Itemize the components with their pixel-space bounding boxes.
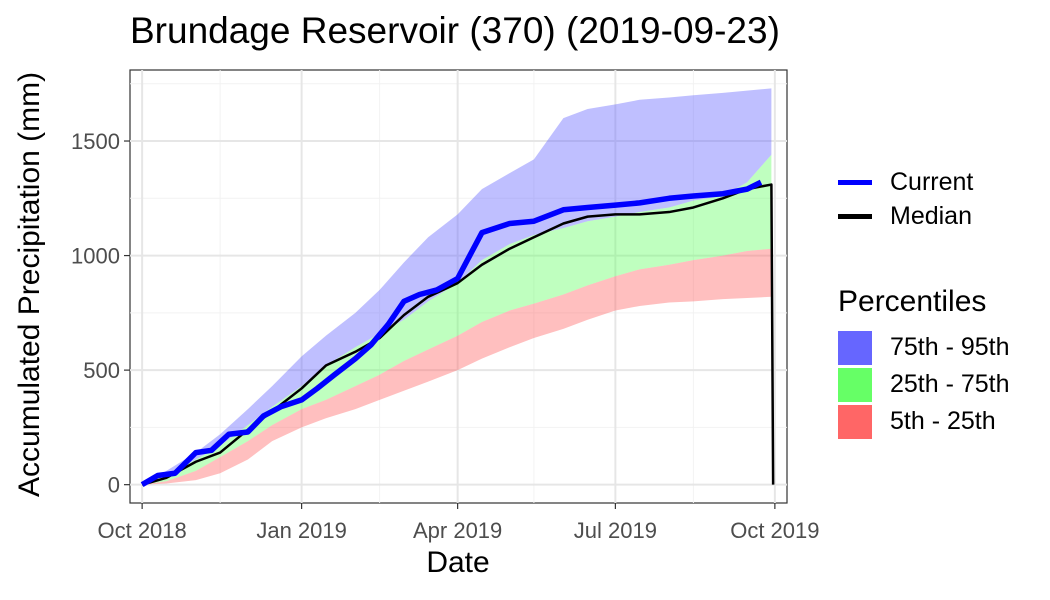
y-axis-label: Accumulated Precipitation (mm)	[13, 71, 46, 497]
legend-label-25-75: 25th - 75th	[890, 370, 1010, 398]
legend-label-5-25: 5th - 25th	[890, 407, 996, 435]
median-line-swatch	[838, 213, 872, 219]
current-line	[140, 179, 763, 488]
x-tick-label: Jul 2019	[574, 518, 657, 543]
x-axis-label: Date	[426, 546, 490, 579]
x-tick-label: Jan 2019	[256, 518, 347, 543]
legend-item-current: Current	[838, 165, 1010, 199]
legend-label-current: Current	[890, 167, 974, 196]
band-swatch-75-95	[838, 330, 872, 365]
y-tick-label: 500	[83, 358, 120, 383]
chart-title: Brundage Reservoir (370) (2019-09-23)	[130, 10, 780, 51]
legend: Current Median Percentiles 75th - 95th 2…	[838, 165, 1010, 440]
x-tick-label: Apr 2019	[413, 518, 502, 543]
y-tick-label: 1000	[71, 244, 120, 269]
band-5-25	[142, 248, 772, 485]
series-lines	[140, 179, 775, 488]
y-tick-label: 0	[108, 473, 120, 498]
legend-item-median: Median	[838, 199, 1010, 233]
legend-item-5-25: 5th - 25th	[838, 403, 1010, 440]
legend-item-75-95: 75th - 95th	[838, 329, 1010, 366]
axes: 0 500 1000 1500 Oct 2018 Jan 2019 Apr 2019 Jul …	[71, 129, 819, 543]
x-tick-label: Oct 2018	[97, 518, 186, 543]
legend-item-25-75: 25th - 75th	[838, 366, 1010, 403]
band-75-95	[142, 88, 772, 485]
current-line-swatch	[838, 179, 872, 185]
y-tick-label: 1500	[71, 129, 120, 154]
band-swatch-25-75	[838, 367, 872, 402]
legend-label-median: Median	[890, 201, 972, 230]
legend-label-75-95: 75th - 95th	[890, 333, 1010, 361]
legend-title-percentiles: Percentiles	[838, 285, 987, 318]
x-tick-label: Oct 2019	[730, 518, 819, 543]
band-swatch-5-25	[838, 404, 872, 439]
